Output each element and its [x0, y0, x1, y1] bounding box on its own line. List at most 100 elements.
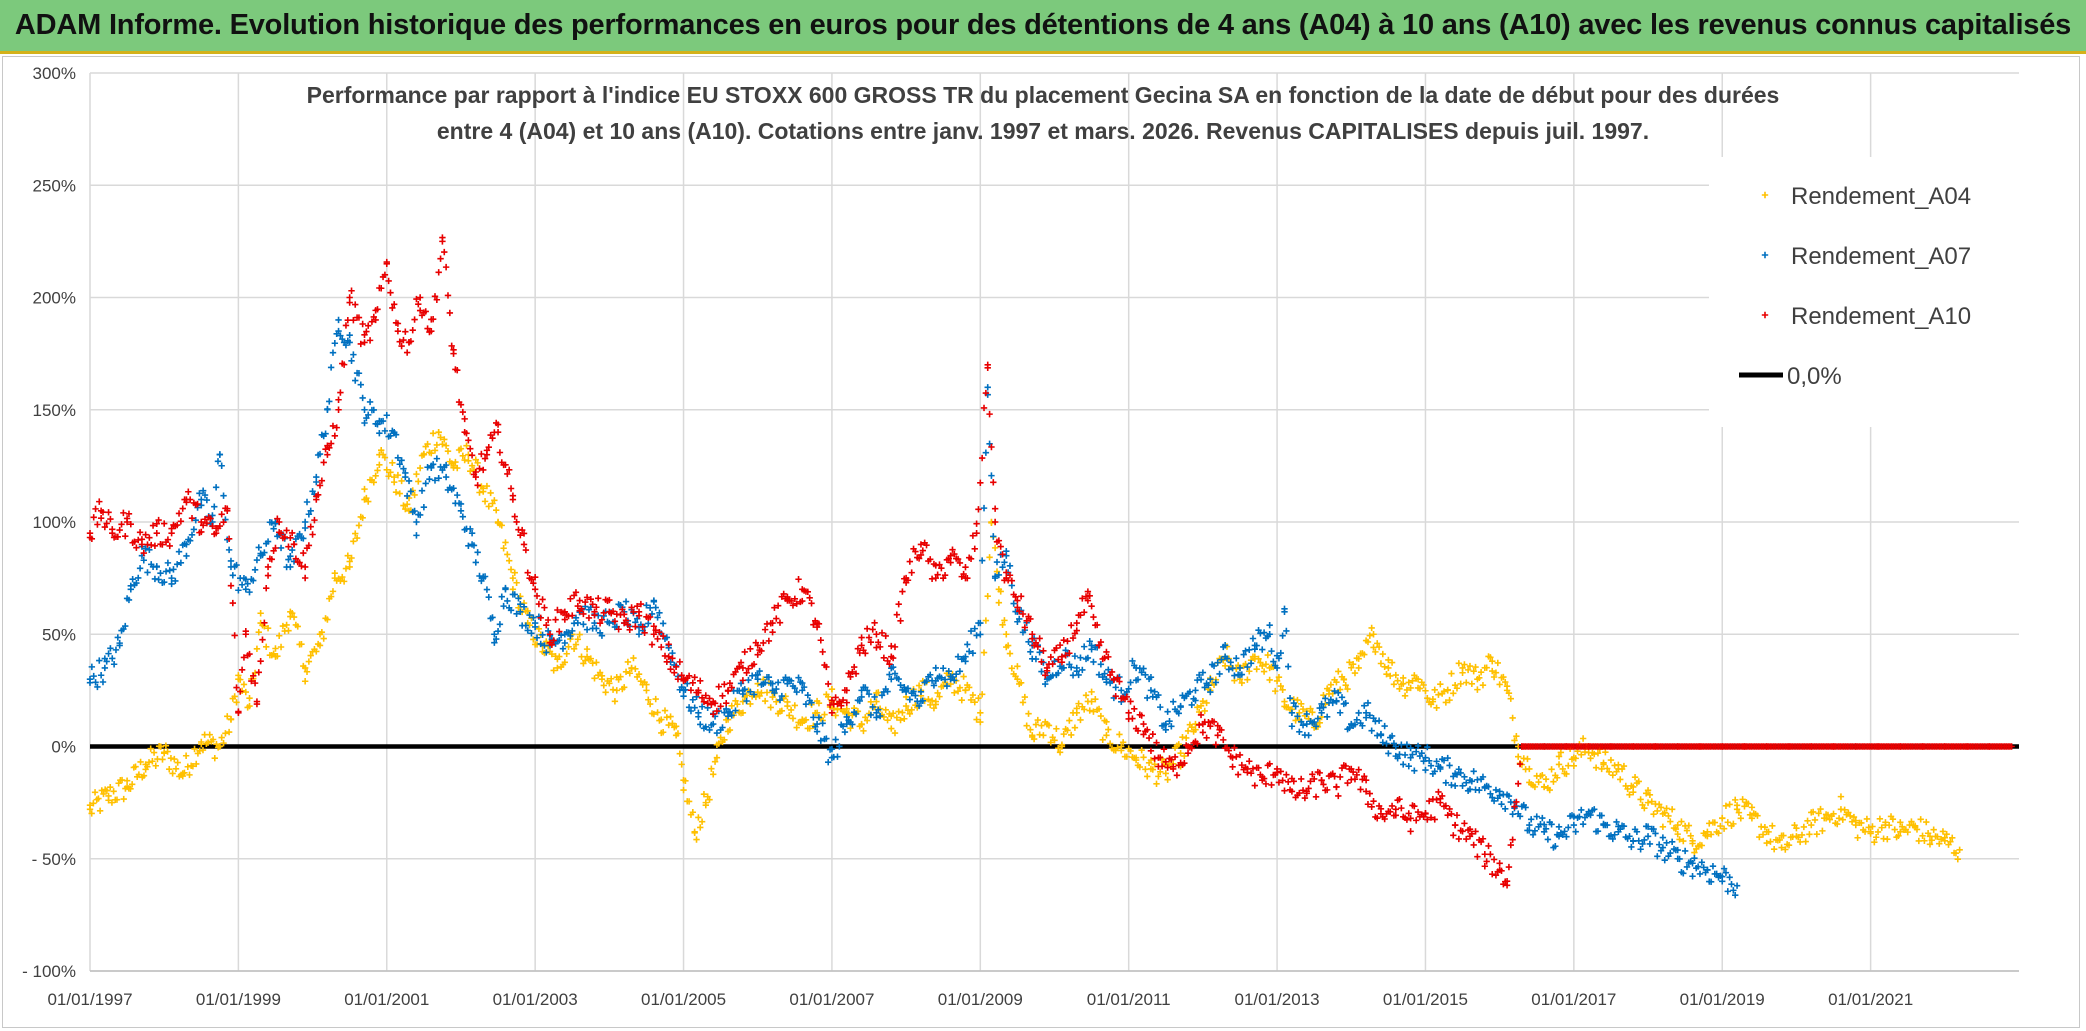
data-point-Rendement_A07 [172, 577, 179, 585]
data-point-Rendement_A04 [1732, 796, 1739, 804]
data-point-Rendement_A04 [303, 668, 311, 675]
data-point-Rendement_A04 [1422, 687, 1429, 694]
y-tick-label: 150% [33, 401, 76, 420]
data-point-Rendement_A04 [1635, 778, 1642, 785]
data-point-Rendement_A04 [1175, 741, 1182, 748]
data-point-Rendement_A04 [1555, 761, 1563, 768]
data-point-Rendement_A04 [467, 467, 474, 475]
data-point-Rendement_A04 [1221, 662, 1229, 669]
data-point-Rendement_A07 [426, 476, 433, 483]
data-point-Rendement_A04 [411, 491, 418, 499]
data-point-Rendement_A04 [1947, 838, 1954, 845]
axes: 300% 250% 200% 150% 100% 50% 0% - 50% - 100% 01/0… [22, 64, 2019, 1009]
data-point-Rendement_A07 [129, 576, 136, 583]
data-point-Rendement_A04 [209, 736, 217, 743]
data-point-Rendement_A04 [622, 668, 630, 675]
data-point-Rendement_A04 [1238, 679, 1246, 687]
data-point-Rendement_A04 [91, 789, 99, 796]
data-point-Rendement_A07 [422, 480, 429, 487]
data-point-Rendement_A04 [1503, 687, 1511, 694]
data-point-Rendement_A04 [1182, 734, 1190, 742]
data-point-Rendement_A04 [1663, 805, 1670, 812]
data-point-Rendement_A04 [1674, 821, 1681, 829]
data-point-Rendement_A04 [628, 664, 635, 672]
data-point-Rendement_A04 [1335, 668, 1342, 675]
data-point-Rendement_A07 [122, 622, 129, 630]
data-point-Rendement_A04 [888, 725, 895, 732]
data-point-Rendement_A04 [927, 701, 934, 709]
data-point-Rendement_A07 [697, 721, 704, 728]
data-point-Rendement_A04 [387, 469, 394, 476]
data-point-Rendement_A04 [1553, 774, 1561, 781]
data-point-Rendement_A04 [123, 783, 131, 791]
data-point-Rendement_A07 [474, 549, 481, 556]
data-point-Rendement_A04 [773, 698, 780, 705]
data-point-Rendement_A04 [1255, 655, 1262, 663]
data-point-Rendement_A07 [190, 526, 198, 533]
data-point-Rendement_A04 [147, 745, 154, 752]
data-point-Rendement_A04 [1253, 665, 1260, 673]
data-point-Rendement_A04 [313, 648, 320, 655]
data-point-Rendement_A04 [652, 695, 659, 703]
data-point-Rendement_A04 [825, 693, 832, 700]
data-point-Rendement_A04 [1090, 708, 1097, 715]
data-point-Rendement_A04 [891, 729, 899, 737]
data-point-Rendement_A04 [1006, 650, 1014, 657]
data-point-Rendement_A07 [543, 649, 550, 656]
data-point-Rendement_A04 [1188, 723, 1195, 731]
data-point-Rendement_A04 [1834, 820, 1841, 828]
data-point-Rendement_A07 [92, 679, 99, 686]
data-point-Rendement_A07 [491, 639, 498, 646]
data-point-Rendement_A04 [1464, 666, 1472, 674]
data-point-Rendement_A07 [142, 545, 149, 552]
data-point-Rendement_A04 [543, 638, 550, 645]
data-point-Rendement_A04 [1151, 761, 1158, 768]
data-point-Rendement_A07 [541, 642, 548, 649]
data-point-Rendement_A04 [179, 770, 186, 777]
data-point-Rendement_A07 [416, 511, 424, 519]
data-point-Rendement_A07 [743, 697, 750, 705]
data-point-Rendement_A07 [244, 580, 251, 587]
data-point-Rendement_A04 [164, 748, 171, 755]
data-point-Rendement_A07 [203, 496, 211, 504]
data-point-Rendement_A04 [1863, 815, 1871, 823]
data-point-Rendement_A04 [1800, 823, 1808, 831]
data-point-Rendement_A07 [528, 630, 535, 637]
data-point-Rendement_A04 [1704, 828, 1711, 836]
data-point-Rendement_A04 [277, 643, 285, 651]
data-point-Rendement_A04 [246, 702, 253, 710]
data-point-Rendement_A04 [1372, 648, 1379, 656]
data-point-Rendement_A04 [1956, 846, 1963, 853]
data-point-Rendement_A04 [1678, 818, 1685, 825]
data-point-Rendement_A04 [1513, 733, 1520, 740]
data-point-Rendement_A07 [687, 707, 695, 715]
data-point-Rendement_A04 [977, 718, 984, 726]
data-point-Rendement_A04 [1813, 830, 1821, 838]
data-point-Rendement_A04 [1676, 836, 1683, 843]
data-point-Rendement_A04 [1203, 699, 1210, 707]
data-point-Rendement_A04 [1691, 849, 1698, 856]
data-point-Rendement_A04 [813, 709, 821, 717]
data-point-Rendement_A07 [394, 454, 402, 461]
report-title: ADAM Informe. Evolution historique des p… [14, 9, 2072, 41]
data-point-Rendement_A07 [498, 593, 505, 600]
data-point-Rendement_A04 [695, 814, 702, 821]
x-tick-label: 01/01/2005 [641, 990, 726, 1009]
data-point-Rendement_A04 [1748, 815, 1756, 822]
data-point-Rendement_A04 [821, 711, 828, 718]
data-point-Rendement_A04 [1264, 651, 1271, 659]
data-point-Rendement_A04 [275, 632, 283, 639]
y-tick-label: 300% [33, 64, 76, 83]
data-point-Rendement_A04 [390, 473, 398, 481]
data-point-Rendement_A04 [1546, 786, 1553, 794]
data-point-Rendement_A04 [847, 725, 854, 732]
data-point-Rendement_A07 [654, 614, 661, 621]
data-point-Rendement_A04 [301, 678, 309, 685]
data-point-Rendement_A04 [211, 754, 218, 762]
data-point-Rendement_A04 [1845, 809, 1852, 816]
data-point-Rendement_A04 [235, 675, 242, 683]
data-point-Rendement_A04 [463, 442, 470, 449]
data-point-Rendement_A04 [608, 675, 615, 682]
data-point-Rendement_A04 [1396, 685, 1403, 692]
data-point-Rendement_A04 [1071, 724, 1079, 731]
